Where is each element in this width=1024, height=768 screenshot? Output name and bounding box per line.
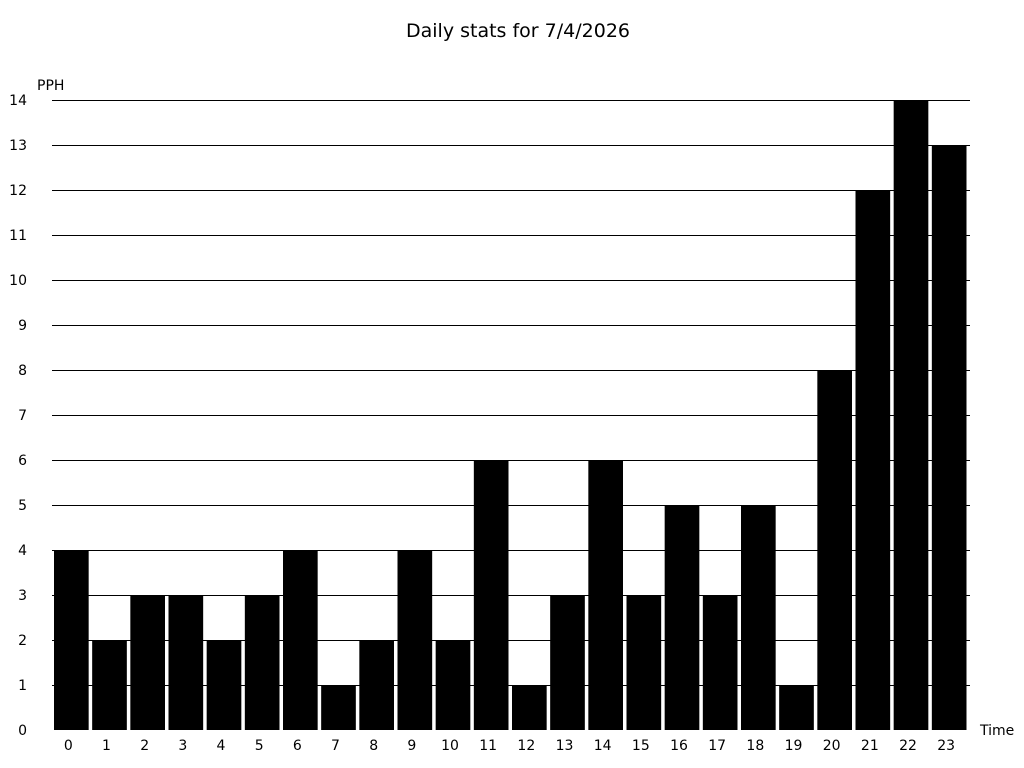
x-tick-label: 13	[556, 738, 574, 754]
bar	[397, 550, 433, 730]
x-tick-label: 11	[479, 738, 497, 754]
bar	[664, 505, 700, 730]
x-tick-label: 16	[670, 738, 688, 754]
y-tick-label: 14	[9, 93, 27, 109]
x-tick-label: 5	[255, 738, 264, 754]
x-tick-label: 17	[708, 738, 726, 754]
bar	[550, 595, 585, 730]
y-tick-label: 7	[18, 408, 27, 424]
y-tick-label: 10	[9, 273, 27, 289]
bar	[244, 595, 280, 730]
x-tick-label: 10	[441, 738, 459, 754]
x-tick-label: 15	[632, 738, 650, 754]
x-tick-labels: 0 1 2 3 4 5 6 7 8 9 10 11 12 13 14 15 16 17 18 19 20 21 22 23	[64, 738, 955, 754]
y-tick-label: 6	[18, 453, 27, 469]
bar	[206, 640, 242, 730]
y-tick-label: 9	[18, 318, 27, 334]
bar	[130, 595, 165, 730]
bar	[359, 640, 394, 730]
y-tick-label: 0	[18, 723, 27, 739]
gridlines	[52, 100, 970, 686]
y-tick-label: 5	[18, 498, 27, 514]
x-tick-label: 22	[899, 738, 917, 754]
bar	[741, 505, 776, 730]
bar	[321, 685, 356, 730]
y-tick-label: 12	[9, 183, 27, 199]
y-tick-label: 2	[18, 633, 27, 649]
y-tick-label: 4	[18, 543, 27, 559]
bar	[588, 460, 623, 730]
x-tick-label: 1	[102, 738, 111, 754]
x-tick-label: 21	[861, 738, 879, 754]
bar	[283, 550, 318, 730]
x-tick-label: 8	[369, 738, 378, 754]
x-tick-label: 7	[331, 738, 340, 754]
y-tick-label: 3	[18, 588, 27, 604]
bar	[931, 145, 967, 730]
bar	[817, 370, 852, 730]
y-tick-label: 1	[18, 678, 27, 694]
bar	[779, 685, 814, 730]
y-tick-label: 13	[9, 138, 27, 154]
x-tick-label: 23	[937, 738, 955, 754]
chart-title: Daily stats for 7/4/2026	[406, 20, 630, 42]
bar	[168, 595, 204, 730]
x-tick-label: 12	[517, 738, 535, 754]
y-axis-label: PPH	[37, 78, 64, 94]
x-tick-label: 3	[178, 738, 187, 754]
x-tick-label: 20	[823, 738, 841, 754]
bar	[473, 460, 509, 730]
x-tick-label: 0	[64, 738, 73, 754]
bar	[54, 550, 89, 730]
y-tick-label: 11	[9, 228, 27, 244]
bar	[512, 685, 547, 730]
bars	[54, 100, 967, 730]
bar	[435, 640, 471, 730]
x-tick-label: 14	[594, 738, 612, 754]
bar	[855, 190, 891, 730]
x-tick-label: 6	[293, 738, 302, 754]
x-tick-label: 4	[217, 738, 226, 754]
bar	[702, 595, 738, 730]
bar	[92, 640, 127, 730]
y-tick-label: 8	[18, 363, 27, 379]
x-tick-label: 19	[785, 738, 803, 754]
x-axis-label: Time	[979, 723, 1014, 739]
x-tick-label: 18	[746, 738, 764, 754]
x-tick-label: 9	[407, 738, 416, 754]
bar	[893, 100, 929, 730]
bar	[626, 595, 662, 730]
x-tick-label: 2	[140, 738, 149, 754]
